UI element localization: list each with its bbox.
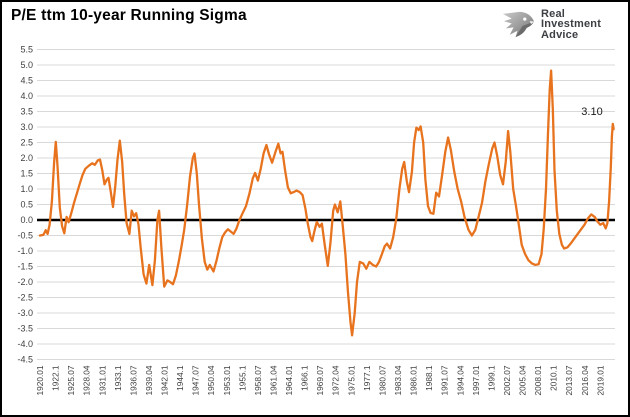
x-tick-label: 2013.07 <box>564 365 574 395</box>
x-tick-label: 2005.04 <box>518 365 528 395</box>
last-value-label: 3.10 <box>581 106 603 118</box>
x-tick-label: 1986.01 <box>409 365 419 395</box>
x-tick-label: 1947.07 <box>191 365 201 395</box>
x-tick-label: 1975.01 <box>346 365 356 395</box>
x-tick-label: 1988.1 <box>424 365 434 391</box>
y-tick-label: -1.0 <box>17 246 33 256</box>
x-tick-label: 1997.01 <box>471 365 481 395</box>
x-tick-label: 1955.1 <box>237 365 247 391</box>
x-tick-label: 1920.01 <box>35 365 45 395</box>
y-tick-label: -3.0 <box>17 308 33 318</box>
x-tick-label: 2019.01 <box>595 365 605 395</box>
x-tick-label: 1925.07 <box>66 365 76 395</box>
x-tick-label: 1964.01 <box>284 365 294 395</box>
x-tick-label: 1969.07 <box>315 365 325 395</box>
y-tick-label: 1.0 <box>20 184 33 194</box>
x-tick-label: 1944.1 <box>175 365 185 391</box>
x-tick-label: 1991.07 <box>440 365 450 395</box>
y-tick-label: 2.5 <box>20 138 33 148</box>
sigma-series-line <box>38 69 615 337</box>
y-tick-label: 1.5 <box>20 169 33 179</box>
y-tick-label: -2.5 <box>17 293 33 303</box>
y-tick-label: -0.5 <box>17 231 33 241</box>
x-tick-label: 1953.01 <box>222 365 232 395</box>
x-tick-label: 1950.04 <box>206 365 216 395</box>
x-tick-label: 2016.04 <box>580 365 590 395</box>
eagle-icon <box>502 11 535 38</box>
y-tick-label: -4.5 <box>17 355 33 365</box>
x-tick-label: 1983.04 <box>393 365 403 395</box>
x-tick-label: 1977.1 <box>362 365 372 391</box>
y-tick-label: 2.0 <box>20 153 33 163</box>
y-tick-label: 3.0 <box>20 122 33 132</box>
y-tick-label: -2.0 <box>17 277 33 287</box>
logo-line-3: Advice <box>541 28 579 41</box>
x-tick-label: 1961.04 <box>268 365 278 395</box>
x-tick-label: 2002.07 <box>502 365 512 395</box>
logo-text: Real Investment Advice <box>541 9 601 41</box>
x-tick-label: 1936.07 <box>128 365 138 395</box>
x-tick-label: 1928.04 <box>82 365 92 395</box>
x-tick-label: 1999.1 <box>486 365 496 391</box>
x-tick-label: 2010.1 <box>549 365 559 391</box>
x-tick-label: 1958.07 <box>253 365 263 395</box>
logo-line-1: Real <box>541 7 566 20</box>
y-tick-label: 4.0 <box>20 91 33 101</box>
y-tick-label: 0.5 <box>20 200 33 210</box>
x-tick-label: 1922.1 <box>51 365 61 391</box>
y-tick-label: -1.5 <box>17 262 33 272</box>
y-tick-label: 4.5 <box>20 76 33 86</box>
x-tick-label: 1939.04 <box>144 365 154 395</box>
x-tick-label: 1994.04 <box>455 365 465 395</box>
x-tick-label: 2008.01 <box>533 365 543 395</box>
logo: Real Investment Advice <box>500 8 601 41</box>
y-tick-label: 5.0 <box>20 60 33 70</box>
y-tick-label: 0.0 <box>20 215 33 225</box>
x-tick-label: 1933.1 <box>113 365 123 391</box>
y-tick-label: 5.5 <box>20 45 33 55</box>
chart-title: P/E ttm 10-year Running Sigma <box>11 7 247 24</box>
x-tick-label: 1942.01 <box>160 365 170 395</box>
y-tick-label: 3.5 <box>20 107 33 117</box>
x-tick-label: 1931.01 <box>97 365 107 395</box>
y-tick-label: -4.0 <box>17 339 33 349</box>
x-tick-label: 1980.07 <box>377 365 387 395</box>
x-tick-label: 1972.04 <box>331 365 341 395</box>
logo-line-2: Investment <box>541 18 602 31</box>
x-tick-label: 1966.1 <box>300 365 310 391</box>
y-tick-label: -3.5 <box>17 324 33 334</box>
